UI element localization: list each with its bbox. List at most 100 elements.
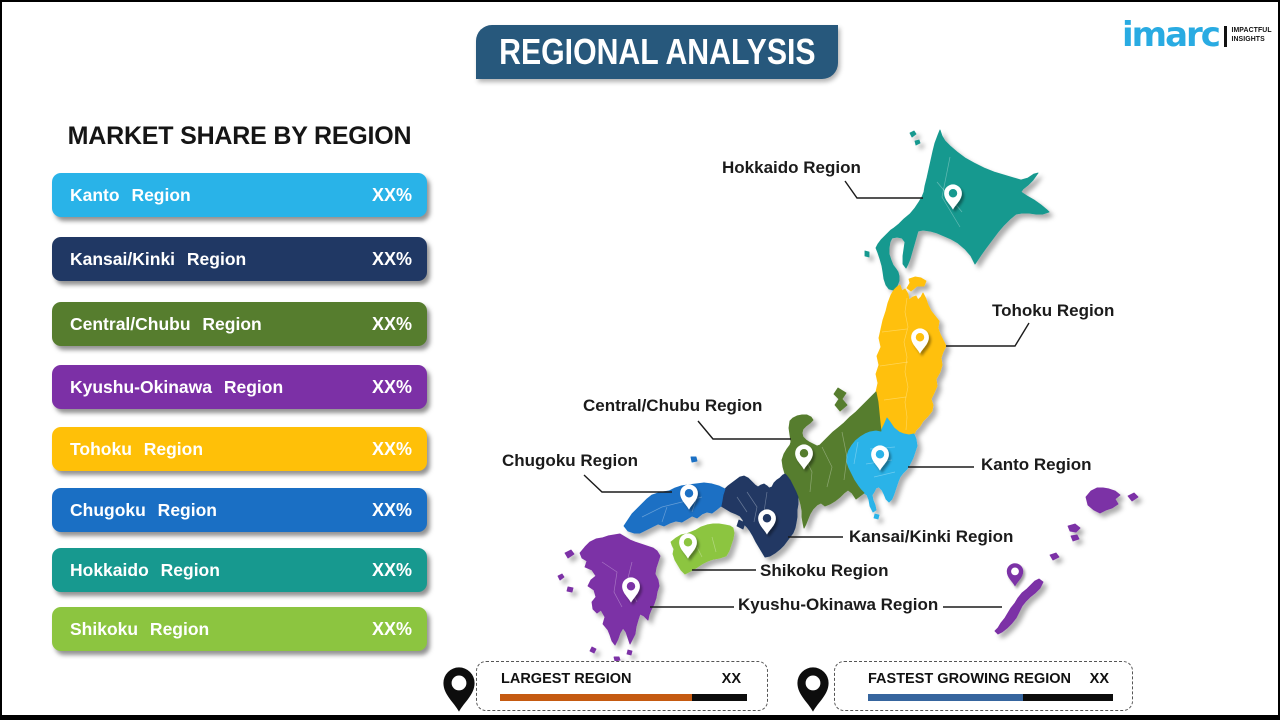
- map-region-kyushu: [579, 533, 661, 646]
- pin-hole: [762, 514, 772, 523]
- prefecture-border-line: [879, 361, 909, 367]
- map-pin-chubu: [795, 444, 813, 470]
- map-label-chugoku: Chugoku Region: [502, 451, 638, 470]
- meter-fill: [868, 694, 1024, 701]
- bar-value: XX%: [371, 438, 412, 459]
- prefecture-border-line: [691, 496, 698, 513]
- pin-hole: [1011, 567, 1019, 576]
- legend-largest-meter: [500, 694, 747, 701]
- prefecture-border-line: [841, 431, 848, 481]
- legend-fastest-meter: [868, 694, 1113, 701]
- map-label-kyushu: Kyushu-Okinawa Region: [738, 595, 939, 614]
- map-pin-chugoku: [680, 484, 698, 510]
- map-region-chugoku: [623, 482, 726, 534]
- map-island: [626, 649, 633, 656]
- bar-value: XX%: [371, 184, 412, 205]
- bar-value: XX%: [371, 559, 412, 580]
- map-label-hokkaido: Hokkaido Region: [722, 158, 861, 177]
- pin-hole: [805, 675, 821, 691]
- bar-value: XX%: [371, 313, 412, 334]
- market-share-bar-chugoku: Chugoku Region XX%: [52, 488, 427, 532]
- legend-largest-row: LARGEST REGION XX: [477, 671, 767, 687]
- pin-hole: [626, 582, 636, 591]
- map-pin-kansai: [758, 509, 776, 535]
- market-share-bar-shikoku: Shikoku Region XX%: [52, 607, 427, 651]
- prefecture-border-line: [853, 441, 859, 465]
- map-island: [914, 139, 921, 146]
- market-share-bar-chubu: Central/Chubu Region XX%: [52, 302, 427, 346]
- bar-value: XX%: [371, 618, 412, 639]
- map-island: [1049, 552, 1060, 561]
- map-island: [873, 513, 880, 520]
- pin-hole: [915, 333, 925, 342]
- bar-label: Kansai/Kinki Region: [70, 248, 247, 269]
- market-share-bar-kyushu: Kyushu-Okinawa Region XX%: [52, 365, 427, 409]
- legend-largest-region: LARGEST REGION XX: [476, 661, 768, 711]
- market-share-bar-hokkaido: Hokkaido Region XX%: [52, 548, 427, 592]
- callout-line-chugoku: [583, 474, 672, 493]
- market-share-bar-kansai: Kansai/Kinki Region XX%: [52, 237, 427, 281]
- map-region-chubu: [781, 391, 882, 529]
- map-region-tohoku: [875, 284, 947, 436]
- market-share-bar-tohoku: Tohoku Region XX%: [52, 427, 427, 471]
- legend-pin-largest: [443, 667, 475, 712]
- map-island: [1127, 492, 1139, 502]
- bar-label: Chugoku Region: [70, 499, 217, 520]
- logo-brand-text: imarc: [1122, 15, 1221, 55]
- legend-fastest-growing-region: FASTEST GROWING REGION XX: [834, 661, 1133, 711]
- map-label-kansai: Kansai/Kinki Region: [849, 527, 1014, 546]
- pin-hole: [683, 538, 693, 547]
- map-island: [994, 578, 1044, 635]
- map-pin-okinawa: [1006, 563, 1024, 587]
- bar-value: XX%: [371, 376, 412, 397]
- legend-fastest-value: XX: [1089, 671, 1109, 687]
- map-island: [1067, 523, 1081, 533]
- map-island: [909, 130, 917, 138]
- logo-tagline-line2: INSIGHTS: [1231, 35, 1265, 43]
- logo-divider: [1223, 26, 1228, 47]
- callout-lines: [583, 180, 1030, 608]
- bar-label: Central/Chubu Region: [70, 313, 262, 334]
- prefecture-border-line: [736, 496, 748, 513]
- map-island: [557, 573, 565, 581]
- pin-hole: [799, 449, 809, 458]
- legend-largest-value: XX: [721, 671, 741, 687]
- map-region-hokkaido: [875, 129, 1050, 291]
- map-pin-kyushu: [622, 577, 640, 603]
- bar-label: Kanto Region: [70, 184, 191, 205]
- map-label-kanto: Kanto Region: [981, 455, 1092, 474]
- prefecture-border-line: [883, 396, 907, 401]
- title-banner: REGIONAL ANALYSIS: [476, 25, 838, 79]
- prefecture-border-line: [696, 546, 703, 558]
- map-island: [864, 250, 870, 258]
- prefecture-border-line: [903, 297, 909, 431]
- prefecture-border-line: [746, 491, 758, 523]
- pin-hole: [948, 189, 958, 198]
- map-island: [1070, 534, 1080, 542]
- pin-hole: [684, 489, 694, 498]
- prefecture-border-line: [941, 156, 961, 228]
- bar-label: Shikoku Region: [70, 618, 210, 639]
- logo-tagline-line1: IMPACTFUL: [1231, 27, 1272, 34]
- meter-fill: [500, 694, 692, 701]
- map-label-shikoku: Shikoku Region: [760, 561, 889, 580]
- map-island: [906, 276, 927, 292]
- bar-value: XX%: [371, 499, 412, 520]
- map-island: [736, 519, 746, 530]
- map-pin-tohoku: [911, 328, 929, 354]
- page-title: REGIONAL ANALYSIS: [498, 31, 816, 72]
- pin-hole: [451, 675, 467, 691]
- logo-tagline: IMPACTFUL INSIGHTS: [1231, 27, 1271, 44]
- imarc-logo: imarc IMPACTFUL INSIGHTS: [1122, 16, 1272, 54]
- market-share-heading: MARKET SHARE BY REGION: [67, 122, 412, 150]
- map-pin-hokkaido: [944, 184, 962, 210]
- prefecture-border-line: [661, 506, 668, 523]
- legend-fastest-label: FASTEST GROWING REGION: [868, 671, 1072, 687]
- bar-value: XX%: [371, 248, 412, 269]
- map-label-chubu: Central/Chubu Region: [583, 396, 763, 415]
- map-island: [564, 549, 575, 559]
- map-region-okinawa: [1085, 487, 1121, 514]
- bar-label: Tohoku Region: [70, 438, 204, 459]
